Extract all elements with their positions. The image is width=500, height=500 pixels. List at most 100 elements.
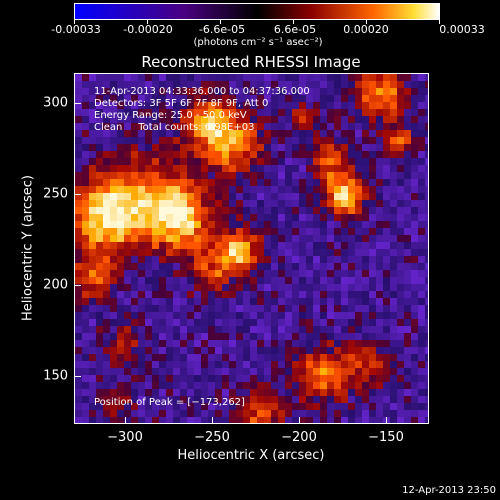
- heatmap-cell: [180, 298, 187, 305]
- heatmap-cell: [278, 193, 285, 200]
- heatmap-cell: [271, 277, 278, 284]
- heatmap-cell: [229, 144, 236, 151]
- heatmap-cell: [404, 333, 411, 340]
- heatmap-cell: [215, 242, 222, 249]
- heatmap-cell: [362, 214, 369, 221]
- heatmap-cell: [138, 95, 145, 102]
- heatmap-cell: [257, 298, 264, 305]
- heatmap-cell: [236, 375, 243, 382]
- heatmap-cell: [215, 235, 222, 242]
- heatmap-cell: [166, 263, 173, 270]
- heatmap-cell: [334, 333, 341, 340]
- heatmap-cell: [194, 228, 201, 235]
- heatmap-cell: [348, 263, 355, 270]
- heatmap-cell: [306, 207, 313, 214]
- heatmap-cell: [271, 186, 278, 193]
- heatmap-cell: [285, 396, 292, 403]
- heatmap-cell: [264, 200, 271, 207]
- heatmap-cell: [411, 214, 418, 221]
- heatmap-cell: [131, 235, 138, 242]
- heatmap-cell: [278, 137, 285, 144]
- heatmap-cell: [250, 221, 257, 228]
- heatmap-cell: [299, 354, 306, 361]
- energy-range-text: Energy Range: 25.0 - 50.0 keV: [94, 110, 247, 121]
- heatmap-cell: [201, 165, 208, 172]
- heatmap-cell: [404, 95, 411, 102]
- heatmap-cell: [334, 396, 341, 403]
- heatmap-cell: [341, 277, 348, 284]
- heatmap-cell: [299, 263, 306, 270]
- heatmap-cell: [82, 298, 89, 305]
- heatmap-cell: [320, 207, 327, 214]
- heatmap-cell: [222, 382, 229, 389]
- heatmap-cell: [110, 347, 117, 354]
- heatmap-cell: [257, 361, 264, 368]
- heatmap-cell: [299, 207, 306, 214]
- heatmap-cell: [152, 151, 159, 158]
- heatmap-cell: [222, 123, 229, 130]
- heatmap-cell: [425, 382, 428, 389]
- heatmap-cell: [96, 354, 103, 361]
- heatmap-cell: [404, 200, 411, 207]
- heatmap-cell: [222, 375, 229, 382]
- heatmap-cell: [390, 375, 397, 382]
- heatmap-cell: [418, 277, 425, 284]
- heatmap-cell: [327, 130, 334, 137]
- heatmap-cell: [425, 186, 428, 193]
- heatmap-cell: [243, 95, 250, 102]
- heatmap-cell: [117, 102, 124, 109]
- heatmap-cell: [404, 193, 411, 200]
- heatmap-cell: [376, 200, 383, 207]
- heatmap-cell: [418, 333, 425, 340]
- heatmap-cell: [299, 172, 306, 179]
- heatmap-cell: [124, 235, 131, 242]
- heatmap-cell: [236, 242, 243, 249]
- heatmap-cell: [229, 116, 236, 123]
- heatmap-cell: [250, 368, 257, 375]
- heatmap-cell: [236, 81, 243, 88]
- heatmap-cell: [348, 102, 355, 109]
- heatmap-cell: [117, 235, 124, 242]
- heatmap-cell: [390, 123, 397, 130]
- heatmap-cell: [131, 200, 138, 207]
- heatmap-cell: [215, 144, 222, 151]
- heatmap-cell: [264, 158, 271, 165]
- heatmap-cell: [201, 410, 208, 417]
- heatmap-cell: [208, 137, 215, 144]
- heatmap-cell: [75, 186, 82, 193]
- heatmap-cell: [243, 319, 250, 326]
- heatmap-cell: [271, 256, 278, 263]
- heatmap-cell: [166, 389, 173, 396]
- heatmap-cell: [320, 249, 327, 256]
- heatmap-cell: [180, 207, 187, 214]
- heatmap-cell: [145, 361, 152, 368]
- heatmap-cell: [299, 186, 306, 193]
- heatmap-cell: [166, 116, 173, 123]
- heatmap-cell: [341, 116, 348, 123]
- heatmap-cell: [313, 165, 320, 172]
- heatmap-cell: [236, 158, 243, 165]
- heatmap-cell: [222, 354, 229, 361]
- heatmap-cell: [425, 130, 428, 137]
- heatmap-cell: [103, 249, 110, 256]
- heatmap-cell: [383, 396, 390, 403]
- heatmap-cell: [229, 200, 236, 207]
- heatmap-cell: [355, 235, 362, 242]
- heatmap-cell: [355, 319, 362, 326]
- heatmap-cell: [334, 228, 341, 235]
- heatmap-cell: [124, 410, 131, 417]
- heatmap-cell: [341, 256, 348, 263]
- heatmap-cell: [341, 403, 348, 410]
- heatmap-cell: [215, 74, 222, 81]
- heatmap-cell: [187, 389, 194, 396]
- heatmap-cell: [355, 361, 362, 368]
- heatmap-cell: [131, 207, 138, 214]
- heatmap-cell: [243, 277, 250, 284]
- heatmap-cell: [404, 123, 411, 130]
- heatmap-cell: [418, 200, 425, 207]
- heatmap-cell: [187, 270, 194, 277]
- heatmap-cell: [257, 235, 264, 242]
- heatmap-cell: [397, 354, 404, 361]
- heatmap-cell: [187, 382, 194, 389]
- heatmap-cell: [257, 242, 264, 249]
